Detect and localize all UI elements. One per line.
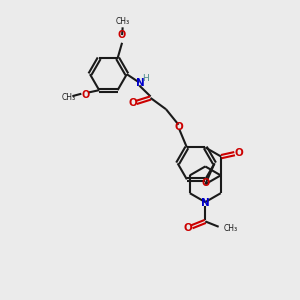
Text: O: O [234,148,243,158]
Text: H: H [142,74,149,83]
Text: O: O [175,122,184,132]
Text: N: N [136,78,144,88]
Text: O: O [128,98,137,108]
Text: N: N [201,198,210,208]
Text: O: O [184,223,192,233]
Text: O: O [118,30,126,40]
Text: CH₃: CH₃ [61,93,75,102]
Text: CH₃: CH₃ [224,224,238,233]
Text: O: O [82,90,90,100]
Text: O: O [202,178,210,188]
Text: CH₃: CH₃ [116,17,130,26]
